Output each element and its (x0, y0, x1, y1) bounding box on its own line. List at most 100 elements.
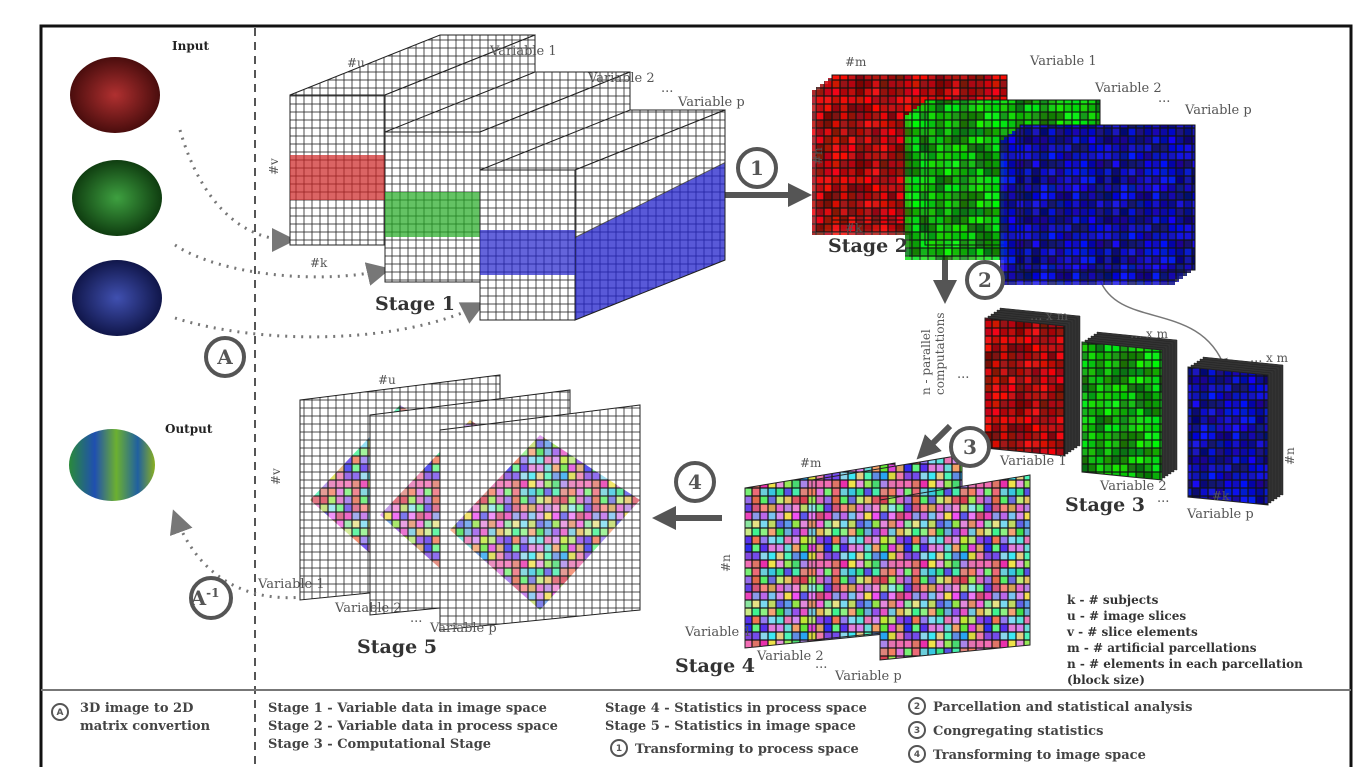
footer-stage_descriptions-4: Stage 5 - Statistics in image space (605, 719, 856, 734)
ellipsis: ... (957, 367, 969, 382)
plane (879, 474, 1031, 661)
marker-label: 4 (688, 470, 702, 494)
frame (39, 24, 1353, 767)
stage1-axes-v: #v (267, 158, 281, 175)
footer-stage_descriptions-0: Stage 1 - Variable data in image space (268, 701, 547, 716)
stage1-axes-k: #k (310, 256, 328, 270)
output_label: Output (165, 422, 213, 436)
brains (69, 57, 162, 501)
stage5-axes-u: #u (378, 373, 396, 387)
stage5-title: Stage 5 (357, 636, 437, 658)
stage3-parallel_label-1: computations (933, 313, 947, 395)
legend-0: k - # subjects (1067, 593, 1159, 607)
marker-circle (736, 147, 778, 189)
marker-circle (189, 576, 233, 620)
footer-step_descriptions-3: Transforming to image space (933, 748, 1146, 763)
legend-3: m - # artificial parcellations (1067, 641, 1257, 655)
stage2-variables-2: Variable p (1184, 103, 1252, 118)
ellipsis: ... (1030, 309, 1042, 324)
marker-label: 4 (914, 750, 920, 760)
marker-label: 1 (616, 744, 622, 754)
legend-4: n - # elements in each parcellation (1067, 657, 1303, 671)
panel (984, 317, 1066, 457)
stage2-axes-k: #k (845, 221, 863, 235)
cuboid-front-fill (290, 155, 385, 200)
footer-step_descriptions-1: Parcellation and statistical analysis (933, 700, 1192, 715)
marker-label: 1 (750, 156, 764, 180)
legend-5: (block size) (1067, 673, 1145, 687)
footer-step_descriptions-2: Congregating statistics (933, 724, 1103, 739)
ellipsis: ... (1157, 491, 1169, 506)
cuboid-front-fill (480, 230, 575, 275)
stage3-variables-2: Variable p (1186, 507, 1254, 522)
stage3-title: Stage 3 (1065, 494, 1145, 516)
ellipsis: ... (1250, 351, 1262, 366)
marker-label: A-1 (190, 586, 220, 610)
stage5-axes-v: #v (269, 468, 283, 485)
stage4-axes-n: #n (719, 554, 733, 572)
dotted-arrows (169, 129, 486, 600)
stage5-variables-0: Variable 1 (257, 577, 325, 592)
marker-circle (908, 697, 926, 715)
stage1-axes-u: #u (347, 56, 365, 70)
stage4-axes-m: #m (800, 456, 822, 470)
stage2-axes-n: #n (811, 147, 825, 165)
marker-label: A (216, 345, 233, 369)
ellipsis: ... (410, 611, 422, 626)
stage1-variables-0: Variable 1 (489, 44, 557, 59)
legend-2: v - # slice elements (1066, 625, 1198, 639)
stage3-repeat_label: x m (1046, 309, 1069, 323)
marker-label: 2 (978, 268, 992, 292)
stage4-variables-0: Variable 1 (684, 625, 752, 640)
footer-stage_descriptions-3: Stage 4 - Statistics in process space (605, 701, 867, 716)
stage3-repeat_label: x m (1266, 351, 1289, 365)
stage3-repeat_label: x m (1146, 327, 1169, 341)
ellipsis: ... (661, 81, 673, 96)
marker-label: 2 (914, 702, 920, 712)
input_label: Input (172, 39, 209, 53)
footer-conversion-1: matrix convertion (80, 719, 211, 734)
footer-step_descriptions-0: Transforming to process space (635, 742, 859, 757)
legend-1: u - # image slices (1067, 609, 1186, 623)
stage1-variables-2: Variable p (677, 95, 745, 110)
marker-label: A (57, 708, 64, 718)
ellipsis: ... (1158, 91, 1170, 106)
marker-circle (908, 745, 926, 763)
ellipsis: ... (815, 657, 827, 672)
block-front (1019, 124, 1196, 271)
stage3-variables-0: Variable 1 (999, 454, 1067, 469)
marker-circle (908, 721, 926, 739)
stage3-axes-k: #k (1212, 489, 1230, 503)
stage2-variables-0: Variable 1 (1029, 54, 1097, 69)
footer-stage_descriptions-1: Stage 2 - Variable data in process space (268, 719, 558, 734)
step-arrows (652, 183, 957, 530)
stage5-variables-2: Variable p (429, 621, 497, 636)
marker-circle (610, 739, 628, 757)
footer-stage_descriptions-2: Stage 3 - Computational Stage (268, 737, 491, 752)
panel (1187, 366, 1269, 506)
stage2-title: Stage 2 (828, 235, 908, 257)
marker-circle (949, 426, 991, 468)
plane-fill (450, 435, 640, 610)
footer-conversion-0: 3D image to 2D (80, 701, 193, 716)
stage3-variables-1: Variable 2 (1099, 479, 1167, 494)
marker-circle (965, 260, 1005, 300)
marker-label: 3 (914, 726, 920, 736)
stage3-parallel_label-0: n - parallel (919, 329, 933, 395)
marker-label: 3 (963, 435, 977, 459)
marker-circle (51, 703, 69, 721)
ellipsis: ... (1130, 327, 1142, 342)
stage1-title: Stage 1 (375, 293, 455, 315)
stage3-axes-n: #n (1283, 447, 1297, 465)
stage4-variables-1: Variable 2 (756, 649, 824, 664)
connector (1099, 279, 1228, 371)
stage2-axes-m: #m (845, 55, 867, 69)
cuboid-front-fill (385, 192, 480, 237)
stage4-title: Stage 4 (675, 655, 755, 677)
panel (1081, 341, 1163, 481)
stage4-variables-2: Variable p (834, 669, 902, 684)
stage1-variables-1: Variable 2 (587, 71, 655, 86)
stage5-variables-1: Variable 2 (334, 601, 402, 616)
marker-circle (204, 336, 246, 378)
